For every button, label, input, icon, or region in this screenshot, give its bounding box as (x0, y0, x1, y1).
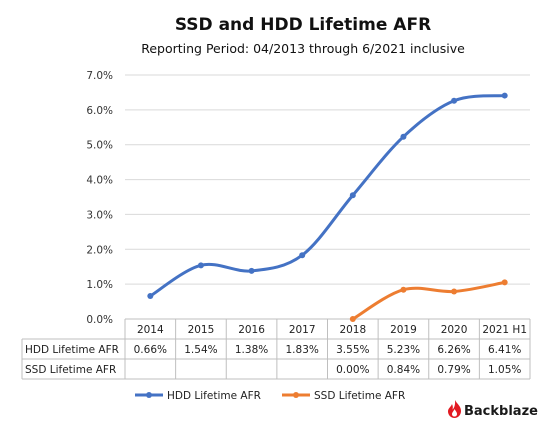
data-point (248, 267, 255, 274)
data-point (349, 316, 356, 322)
y-tick-label: 4.0% (86, 175, 113, 187)
chart-title: SSD and HDD Lifetime AFR (175, 15, 431, 35)
chart-subtitle: Reporting Period: 04/2013 through 6/2021… (141, 41, 465, 56)
brand-logo: Backblaze (448, 400, 538, 419)
data-label: 6.41% (488, 344, 521, 356)
series-lines (147, 92, 508, 322)
data-label: 5.23% (387, 344, 420, 356)
data-label: 0.84% (387, 364, 420, 376)
y-tick-label: 6.0% (86, 105, 113, 117)
x-tick-label: 2021 H1 (482, 324, 527, 336)
table-row-header: HDD Lifetime AFR (25, 344, 119, 356)
legend-label: SSD Lifetime AFR (314, 390, 405, 402)
y-tick-label: 7.0% (86, 70, 113, 82)
data-point (501, 279, 508, 286)
data-point (451, 288, 458, 295)
table-row-header: SSD Lifetime AFR (25, 364, 116, 376)
data-point (197, 262, 204, 269)
y-tick-label: 3.0% (86, 209, 113, 221)
x-tick-label: 2015 (188, 324, 215, 336)
data-point (400, 133, 407, 140)
x-tick-label: 2016 (238, 324, 265, 336)
legend-marker (146, 392, 152, 398)
x-tick-label: 2014 (137, 324, 164, 336)
data-point (451, 97, 458, 104)
series-line (351, 280, 507, 321)
data-label: 3.55% (336, 344, 369, 356)
data-label: 0.00% (336, 364, 369, 376)
legend-label: HDD Lifetime AFR (167, 390, 261, 402)
series-line (148, 94, 507, 298)
data-label: 0.79% (437, 364, 470, 376)
x-tick-label: 2017 (289, 324, 316, 336)
brand-name: Backblaze (464, 404, 538, 419)
data-label: 1.83% (286, 344, 319, 356)
data-table: 2014 2015 2016 2017 2018 2019 2020 2021 H1 HDD L… (21, 318, 531, 380)
data-label: 1.38% (235, 344, 268, 356)
x-tick-label: 2019 (390, 324, 417, 336)
data-label: 1.05% (488, 364, 521, 376)
x-tick-label: 2018 (339, 324, 366, 336)
y-tick-label: 0.0% (86, 314, 113, 326)
data-point (147, 292, 154, 299)
y-tick-label: 1.0% (86, 279, 113, 291)
data-label: 1.54% (184, 344, 217, 356)
legend-marker (293, 392, 299, 398)
flame-icon (448, 400, 461, 418)
legend: HDD Lifetime AFR SSD Lifetime AFR (135, 390, 405, 402)
y-axis: 0.0% 1.0% 2.0% 3.0% 4.0% 5.0% 6.0% 7.0% (86, 70, 113, 326)
gridlines (125, 74, 530, 285)
data-point (299, 252, 306, 259)
y-tick-label: 2.0% (86, 244, 113, 256)
y-tick-label: 5.0% (86, 140, 113, 152)
data-point (501, 92, 508, 99)
data-label: 6.26% (437, 344, 470, 356)
data-point (349, 192, 356, 199)
x-tick-label: 2020 (441, 324, 468, 336)
data-label: 0.66% (134, 344, 167, 356)
data-point (400, 286, 407, 293)
